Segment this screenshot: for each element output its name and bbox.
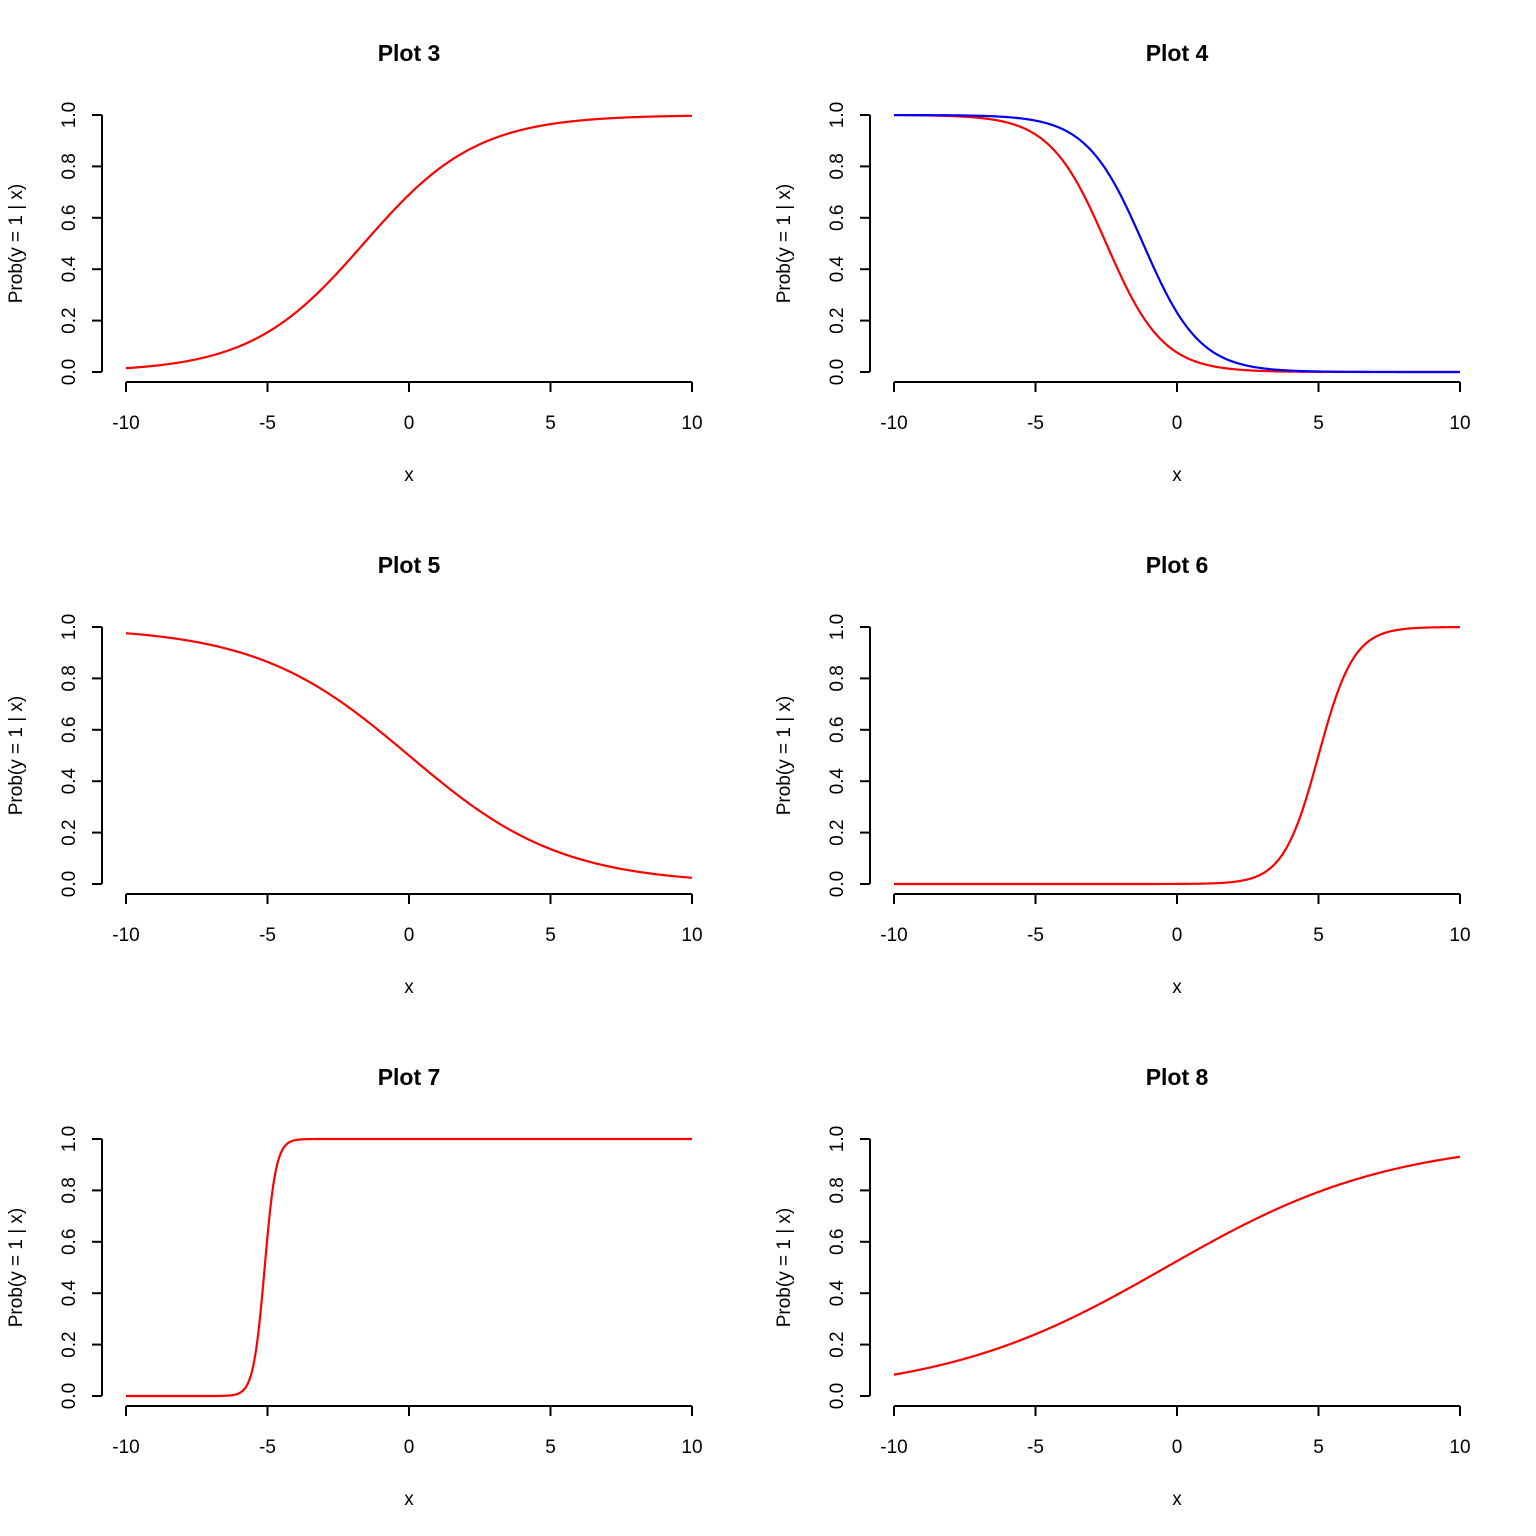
y-axis-label: Prob(y = 1 | x): [6, 184, 27, 304]
y-axis-label: Prob(y = 1 | x): [774, 696, 795, 816]
x-tick-label: 10: [681, 925, 702, 946]
panel-6: Plot 8 -10 -5 0 5 10 x 0.0 0.2 0.4 0.6 0.8 1.0 Prob(y…: [774, 1064, 1471, 1510]
series-line-logistic: [125, 114, 693, 370]
x-tick-label: 0: [404, 1437, 415, 1458]
y-axis-label: Prob(y = 1 | x): [774, 1208, 795, 1328]
chart-title: Plot 7: [378, 1064, 441, 1090]
x-axis-label: x: [404, 465, 414, 486]
x-axis-label: x: [1172, 977, 1182, 998]
x-tick-label: -10: [112, 413, 139, 434]
chart-title: Plot 5: [378, 552, 441, 578]
x-tick-label: 0: [404, 413, 415, 434]
y-tick-label: 0.6: [827, 1229, 848, 1255]
y-tick-label: 0.0: [827, 1383, 848, 1409]
y-tick-label: 0.2: [827, 1331, 848, 1357]
y-tick-label: 0.6: [827, 717, 848, 743]
x-tick-label: -5: [259, 413, 276, 434]
y-tick-label: 0.2: [59, 307, 80, 333]
y-tick-label: 1.0: [59, 102, 80, 128]
y-tick-label: 0.4: [59, 768, 80, 795]
x-tick-label: -5: [1027, 1437, 1044, 1458]
series-line-red: [893, 114, 1460, 374]
y-tick-label: 0.8: [59, 153, 80, 179]
x-tick-label: 10: [681, 1437, 702, 1458]
x-tick-label: -10: [880, 413, 907, 434]
x-axis-label: x: [404, 1489, 414, 1510]
panel-4: Plot 6 -10 -5 0 5 10 x 0.0 0.2 0.4 0.6 0.8 1.0 Prob(y…: [774, 552, 1471, 998]
y-tick-label: 0.8: [827, 1177, 848, 1203]
x-tick-label: 10: [1449, 925, 1470, 946]
x-tick-label: 0: [1172, 1437, 1183, 1458]
x-axis-label: x: [1172, 465, 1182, 486]
x-tick-label: 10: [1449, 1437, 1470, 1458]
y-tick-label: 0.2: [827, 307, 848, 333]
x-tick-label: 5: [545, 925, 556, 946]
x-tick-label: 0: [1172, 925, 1183, 946]
x-tick-label: -10: [880, 1437, 907, 1458]
x-tick-label: 5: [545, 413, 556, 434]
y-tick-label: 0.0: [827, 871, 848, 897]
y-tick-label: 0.0: [59, 871, 80, 897]
y-axis-label: Prob(y = 1 | x): [6, 1208, 27, 1328]
y-tick-label: 1.0: [827, 102, 848, 128]
x-tick-label: 5: [1313, 1437, 1324, 1458]
x-tick-label: -5: [259, 925, 276, 946]
x-tick-label: -10: [112, 1437, 139, 1458]
series-line-logistic: [125, 632, 693, 879]
chart-title: Plot 3: [378, 40, 441, 66]
y-tick-label: 0.4: [827, 1280, 848, 1307]
y-tick-label: 0.6: [59, 1229, 80, 1255]
y-tick-label: 0.8: [827, 153, 848, 179]
chart-title: Plot 6: [1146, 552, 1209, 578]
y-axis-label: Prob(y = 1 | x): [774, 184, 795, 304]
y-tick-label: 0.6: [827, 205, 848, 231]
x-tick-label: 5: [1313, 413, 1324, 434]
y-tick-label: 0.6: [59, 717, 80, 743]
panel-5: Plot 7 -10 -5 0 5 10 x 0.0 0.2 0.4 0.6 0.8 1.0 Prob(y…: [6, 1064, 703, 1510]
panel-3: Plot 5 -10 -5 0 5 10 x 0.0 0.2 0.4 0.6 0.8 1.0 Prob(y…: [6, 552, 703, 998]
y-tick-label: 0.8: [827, 665, 848, 691]
x-tick-label: 0: [1172, 413, 1183, 434]
y-tick-label: 0.2: [59, 819, 80, 845]
x-tick-label: 10: [681, 413, 702, 434]
x-axis-label: x: [1172, 1489, 1182, 1510]
chart-title: Plot 4: [1146, 40, 1209, 66]
panel-1: Plot 3 -10 -5 0 5 10 x 0.0 0.2 0.4 0.6 0.8 1.0 Prob(y…: [6, 40, 703, 486]
y-tick-label: 0.0: [59, 359, 80, 385]
x-tick-label: 10: [1449, 413, 1470, 434]
y-tick-label: 0.2: [827, 819, 848, 845]
x-tick-label: -5: [1027, 925, 1044, 946]
y-tick-label: 1.0: [827, 1126, 848, 1152]
y-tick-label: 0.4: [59, 1280, 80, 1307]
y-axis-label: Prob(y = 1 | x): [6, 696, 27, 816]
x-axis-label: x: [404, 977, 414, 998]
x-tick-label: -10: [880, 925, 907, 946]
y-tick-label: 0.8: [59, 1177, 80, 1203]
x-tick-label: 5: [1313, 925, 1324, 946]
x-tick-label: -5: [259, 1437, 276, 1458]
y-tick-label: 1.0: [827, 614, 848, 640]
y-tick-label: 0.6: [59, 205, 80, 231]
y-tick-label: 0.0: [59, 1383, 80, 1409]
y-tick-label: 0.4: [827, 768, 848, 795]
y-tick-label: 0.8: [59, 665, 80, 691]
y-tick-label: 1.0: [59, 614, 80, 640]
series-line-logistic: [894, 625, 1460, 886]
series-line-logistic: [893, 1155, 1461, 1376]
panel-2: Plot 4 -10 -5 0 5 10 x 0.0 0.2 0.4 0.6 0.8 1.0 Prob(y…: [774, 40, 1471, 486]
x-tick-label: -5: [1027, 413, 1044, 434]
x-tick-label: 5: [545, 1437, 556, 1458]
y-tick-label: 0.0: [827, 359, 848, 385]
series-line-logistic: [126, 1137, 692, 1398]
x-tick-label: 0: [404, 925, 415, 946]
y-tick-label: 1.0: [59, 1126, 80, 1152]
x-tick-label: -10: [112, 925, 139, 946]
y-tick-label: 0.4: [59, 256, 80, 283]
chart-title: Plot 8: [1146, 1064, 1209, 1090]
series-line-blue: [894, 113, 1460, 374]
y-tick-label: 0.4: [827, 256, 848, 283]
y-tick-label: 0.2: [59, 1331, 80, 1357]
